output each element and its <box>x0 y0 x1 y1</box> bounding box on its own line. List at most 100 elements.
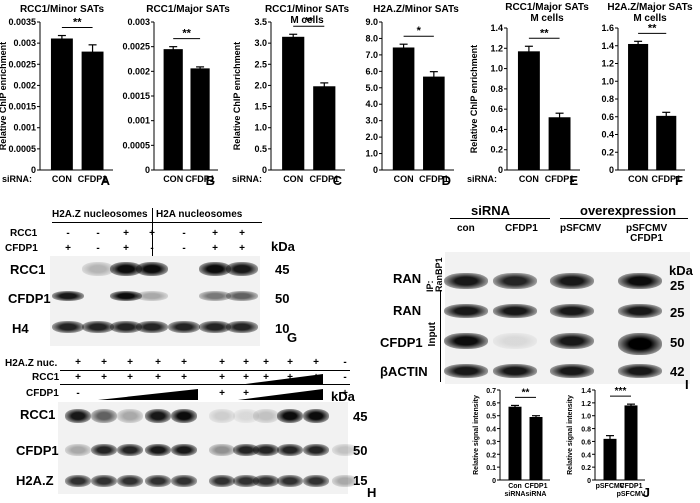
row-label-sirna: siRNA: <box>232 174 262 184</box>
category-label: CON <box>628 174 648 184</box>
y-tick-label: 0.6 <box>581 439 591 446</box>
i-band-bactin <box>618 364 662 378</box>
y-tick-label: 0.7 <box>486 388 496 395</box>
y-tick-label: 0.001 <box>127 116 150 126</box>
g-band-label-cfdp1: CFDP1 <box>8 291 51 306</box>
y-axis-label: Relative ChIP enrichment <box>232 42 242 150</box>
h-kda-h2az: 15 <box>353 473 368 488</box>
g-row2-sign: - <box>150 243 154 254</box>
i-band-ran <box>550 304 594 318</box>
i-band-ran-ip <box>618 273 662 289</box>
h-band-label-cfdp1: CFDP1 <box>16 443 59 458</box>
g-band-cfdp1 <box>110 291 142 301</box>
bar-D-1 <box>423 76 445 170</box>
g-band-cfdp1 <box>226 291 258 301</box>
bar-J-0 <box>603 438 617 480</box>
y-tick-label: 0.0015 <box>8 102 36 112</box>
h-band-cfdp1 <box>303 444 329 456</box>
bar-F-0 <box>628 43 649 170</box>
i-kda-bactin: 42 <box>670 364 685 379</box>
y-tick-label: 1.2 <box>581 401 591 408</box>
h-band-rcc1 <box>233 409 259 423</box>
h-row0-sign: + <box>75 357 81 368</box>
y-tick-label: 7.0 <box>365 50 378 60</box>
chart-D: H2A.Z/Minor SATs 0 1.0 2.0 3.0 4.0 5.0 6.0 7.0 8.… <box>365 4 459 188</box>
g-row2-sign: - <box>96 243 100 254</box>
g-row1-sign: + <box>149 228 155 239</box>
g-band-h4 <box>168 321 200 333</box>
g-band-label-rcc1: RCC1 <box>10 262 46 277</box>
i-band-ran-ip <box>444 273 488 289</box>
significance-marker: ** <box>522 387 530 398</box>
category-label: CFDP1 <box>525 483 548 490</box>
g-kda-h4: 10 <box>275 321 290 336</box>
i-header-sirna: siRNA <box>471 203 511 218</box>
i-col-psfcmv-cfdp1: pSFCMV CFDP1 <box>626 223 668 244</box>
g-header-divider <box>152 208 153 256</box>
g-header-left: H2A.Z nucleosomes <box>52 209 148 220</box>
bar-C-1 <box>313 86 336 170</box>
i-band-bactin <box>444 364 488 378</box>
i-kda-cfdp1: 50 <box>670 335 685 350</box>
y-tick-label: 0 <box>492 478 496 485</box>
chart-I-left: 0 0.1 0.2 0.3 0.4 0.5 0.6 0.7 Relative signal in… <box>473 387 550 498</box>
y-tick-label: 0 <box>373 165 378 175</box>
h-band-label-h2az: H2A.Z <box>16 473 54 488</box>
h-row1-sign: + <box>287 372 293 383</box>
y-axis-label: Relative ChIP enrichment <box>469 45 479 153</box>
panel-letter-b: B <box>206 173 215 188</box>
y-tick-label: 3.0 <box>254 38 267 48</box>
i-band-label-ran-ip: RAN <box>393 271 422 286</box>
chart-title-F: M cells <box>633 13 667 24</box>
bar-E-0 <box>517 51 540 171</box>
h-band-cfdp1 <box>277 444 303 456</box>
h-band-cfdp1 <box>65 444 91 456</box>
i-kda-ran: 25 <box>670 305 685 320</box>
y-tick-label: 0.8 <box>490 84 503 94</box>
y-tick-label: 0.4 <box>581 452 591 459</box>
bar-B-0 <box>163 49 183 171</box>
row-label-sirna: siRNA: <box>467 174 497 184</box>
h-row0-sign: + <box>101 357 107 368</box>
h-band-h2az <box>277 475 303 487</box>
y-tick-label: 0.6 <box>601 112 614 122</box>
h-cfdp1-gradient-triangle-left <box>98 389 198 400</box>
h-band-cfdp1 <box>233 444 259 456</box>
category-label: CFDP1 <box>651 174 681 184</box>
i-band-ran-ip <box>493 273 537 289</box>
category-label: CFDP1 <box>545 174 575 184</box>
y-tick-label: 1.0 <box>601 76 614 86</box>
h-band-rcc1 <box>91 409 117 423</box>
h-rule-1 <box>60 370 350 371</box>
h-band-h2az <box>209 475 235 487</box>
y-tick-label: 2.0 <box>254 80 267 90</box>
h-row0-sign: + <box>313 357 319 368</box>
g-row1-label: RCC1 <box>10 228 38 239</box>
g-row1-sign: + <box>123 228 129 239</box>
y-tick-label: 0.6 <box>486 401 496 408</box>
g-kda-label: kDa <box>271 239 295 254</box>
g-band-cfdp1 <box>199 291 231 301</box>
y-tick-label: 0.002 <box>13 80 36 90</box>
h-band-h2az <box>145 475 171 487</box>
significance-marker: ** <box>182 28 191 40</box>
h-band-rcc1 <box>117 409 143 423</box>
g-row2-sign: + <box>65 243 71 254</box>
bar-D-0 <box>392 47 415 170</box>
y-tick-label: 1.4 <box>490 23 503 33</box>
h-band-h2az <box>65 475 91 487</box>
h-row0-sign: + <box>287 357 293 368</box>
h-row2-sign: - <box>76 388 80 399</box>
h-rule-2 <box>60 384 350 385</box>
i-band-bactin <box>550 364 594 378</box>
y-axis-label: Relative signal intensity <box>473 395 480 475</box>
y-tick-label: 1.2 <box>601 59 614 69</box>
bar-F-1 <box>656 115 677 170</box>
category-label: CON <box>163 174 183 184</box>
y-tick-label: 1.0 <box>254 123 267 133</box>
y-tick-label: 1.2 <box>490 43 503 53</box>
y-tick-label: 9.0 <box>365 17 378 27</box>
y-tick-label: 0.0005 <box>8 144 36 154</box>
h-row0-sign: + <box>219 357 225 368</box>
